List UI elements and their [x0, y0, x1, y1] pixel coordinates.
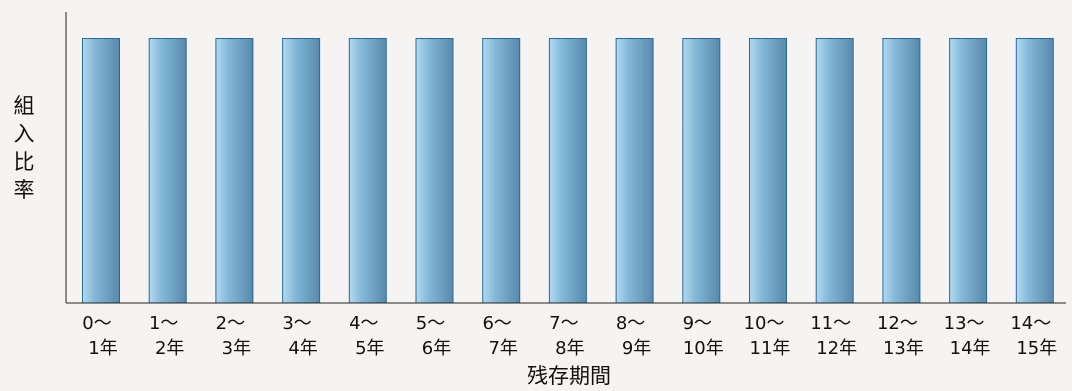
bar-12 [882, 38, 921, 304]
x-tick-label-top-9: 9～ [683, 313, 712, 334]
bar-2 [215, 38, 254, 304]
x-tick-label-top-7: 7～ [549, 313, 578, 334]
bar-4 [348, 38, 387, 304]
x-tick-label-bottom-12: 13年 [883, 338, 924, 359]
x-tick-label-bottom-2: 3年 [222, 338, 251, 359]
x-tick-label-bottom-11: 12年 [816, 338, 857, 359]
y-axis-title-char: 率 [14, 178, 35, 202]
x-tick-label-bottom-3: 4年 [288, 338, 317, 359]
x-tick-label-bottom-5: 6年 [422, 338, 451, 359]
y-axis-title-char: 比 [14, 150, 35, 174]
x-tick-label-top-6: 6～ [482, 313, 511, 334]
x-tick-label-bottom-0: 1年 [88, 338, 117, 359]
x-tick-label-bottom-1: 2年 [155, 338, 184, 359]
x-tick-label-top-0: 0～ [82, 313, 111, 334]
bar-11 [815, 38, 854, 304]
x-tick-label-top-3: 3～ [282, 313, 311, 334]
x-tick-label-top-11: 11～ [810, 313, 851, 334]
x-tick-label-bottom-7: 8年 [555, 338, 584, 359]
bar-0 [82, 38, 120, 304]
bar-10 [749, 38, 787, 304]
bar-3 [282, 38, 321, 304]
x-tick-label-top-8: 8～ [616, 313, 645, 334]
x-tick-label-bottom-10: 11年 [750, 338, 791, 359]
x-tick-label-top-12: 12～ [877, 313, 918, 334]
bar-7 [548, 38, 587, 304]
x-tick-label-bottom-9: 10年 [683, 338, 724, 359]
x-tick-label-top-5: 5～ [416, 313, 445, 334]
bar-8 [615, 38, 654, 304]
y-axis-title-char: 組 [14, 94, 35, 118]
bar-14 [1015, 38, 1054, 304]
x-tick-labels: 0～ 1年 1～ 2年 2～ 3年 3～ 4年 4～ 5年 5～ 6年 6～ 7年 7～ 8年 8～ 9年 9～ 10… [82, 313, 1057, 359]
bar-6 [482, 38, 521, 304]
bar-5 [415, 38, 454, 304]
x-tick-label-top-1: 1～ [149, 313, 178, 334]
x-tick-label-bottom-8: 9年 [622, 338, 651, 359]
x-tick-label-bottom-14: 15年 [1016, 338, 1057, 359]
x-tick-label-bottom-4: 5年 [355, 338, 384, 359]
x-tick-label-top-10: 10～ [744, 313, 785, 334]
x-tick-label-top-4: 4～ [349, 313, 378, 334]
bar-9 [682, 38, 721, 304]
bar-1 [148, 38, 187, 304]
x-tick-label-bottom-6: 7年 [488, 338, 517, 359]
x-tick-label-top-14: 14～ [1010, 313, 1051, 334]
x-tick-label-top-13: 13～ [944, 313, 985, 334]
bars-group [82, 38, 1054, 304]
x-tick-label-bottom-13: 14年 [950, 338, 991, 359]
y-axis-title-char: 入 [14, 122, 35, 146]
x-tick-label-top-2: 2～ [216, 313, 245, 334]
bar-13 [949, 38, 988, 304]
x-axis-title: 残存期間 [527, 364, 611, 388]
